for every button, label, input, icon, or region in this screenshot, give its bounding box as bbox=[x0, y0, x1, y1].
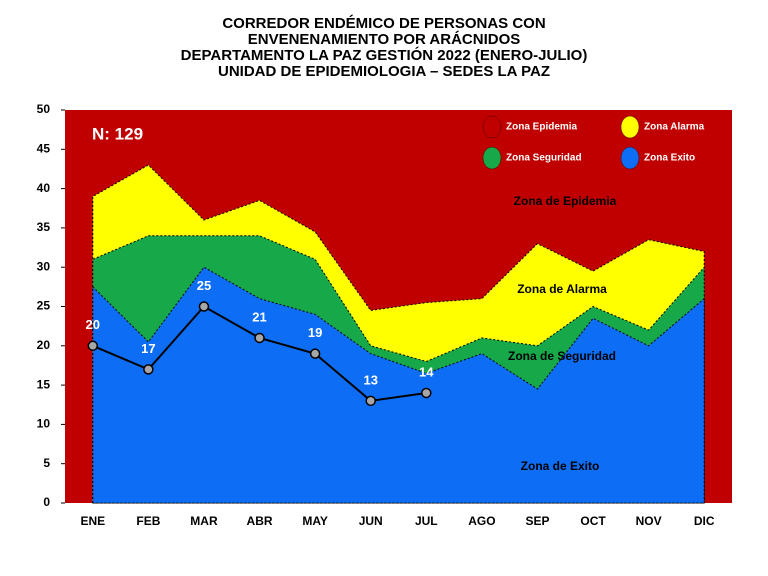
legend-label: Zona Epidemia bbox=[506, 122, 578, 133]
annotation: Zona de Seguridad bbox=[508, 349, 616, 363]
x-tick-label: DIC bbox=[694, 514, 715, 528]
case-point bbox=[254, 332, 265, 344]
case-point bbox=[87, 340, 99, 352]
legend-label: Zona Alarma bbox=[644, 122, 705, 133]
case-point bbox=[198, 301, 210, 312]
annotation: N: 129 bbox=[92, 124, 143, 143]
y-tick-label: 15 bbox=[37, 377, 51, 391]
chart-title: CORREDOR ENDÉMICO DE PERSONAS CON bbox=[222, 15, 545, 32]
y-tick-label: 50 bbox=[37, 102, 51, 116]
x-tick-label: FEB bbox=[136, 514, 160, 528]
legend-swatch bbox=[482, 146, 502, 170]
x-tick-label: AGO bbox=[468, 514, 495, 528]
data-label: 13 bbox=[363, 372, 377, 387]
data-label: 25 bbox=[197, 278, 211, 293]
y-tick-label: 5 bbox=[43, 456, 50, 470]
chart-title: DEPARTAMENTO LA PAZ GESTIÓN 2022 (ENERO-… bbox=[181, 46, 588, 64]
legend-label: Zona Seguridad bbox=[506, 153, 582, 164]
legend-label: Zona Exito bbox=[644, 153, 695, 164]
data-label: 17 bbox=[141, 341, 155, 356]
case-point bbox=[421, 387, 432, 399]
chart-title: ENVENENAMIENTO POR ARÁCNIDOS bbox=[248, 31, 521, 48]
y-tick-label: 45 bbox=[37, 141, 51, 155]
x-tick-label: JUL bbox=[415, 514, 438, 528]
data-label: 21 bbox=[252, 309, 266, 324]
case-point bbox=[309, 348, 321, 359]
zone-area bbox=[92, 266, 705, 504]
y-tick-label: 25 bbox=[37, 299, 51, 313]
y-tick-label: 30 bbox=[37, 259, 51, 273]
x-tick-label: SEP bbox=[525, 514, 549, 528]
x-tick-label: ENE bbox=[80, 514, 105, 528]
y-tick-label: 10 bbox=[37, 417, 51, 431]
y-tick-label: 20 bbox=[37, 338, 51, 352]
x-tick-label: MAY bbox=[302, 514, 328, 528]
case-point bbox=[365, 395, 376, 407]
annotation: Zona de Epidemia bbox=[514, 194, 617, 208]
x-tick-label: OCT bbox=[580, 514, 606, 528]
x-tick-label: JUN bbox=[359, 514, 383, 528]
data-label: 19 bbox=[308, 325, 322, 340]
data-label: 20 bbox=[86, 317, 100, 332]
case-point bbox=[143, 364, 154, 375]
x-tick-label: NOV bbox=[636, 514, 662, 528]
legend-swatch bbox=[482, 115, 502, 139]
chart-title: UNIDAD DE EPIDEMIOLOGIA – SEDES LA PAZ bbox=[218, 63, 550, 80]
annotation: Zona de Alarma bbox=[517, 282, 607, 296]
data-label: 14 bbox=[419, 364, 434, 379]
legend-swatch bbox=[620, 146, 640, 170]
y-tick-label: 0 bbox=[43, 495, 50, 509]
y-tick-label: 40 bbox=[37, 181, 51, 195]
y-tick-label: 35 bbox=[37, 220, 51, 234]
x-tick-label: MAR bbox=[190, 514, 218, 528]
legend-swatch bbox=[620, 115, 640, 139]
x-tick-label: ABR bbox=[247, 514, 273, 528]
annotation: Zona de Exito bbox=[521, 459, 600, 473]
